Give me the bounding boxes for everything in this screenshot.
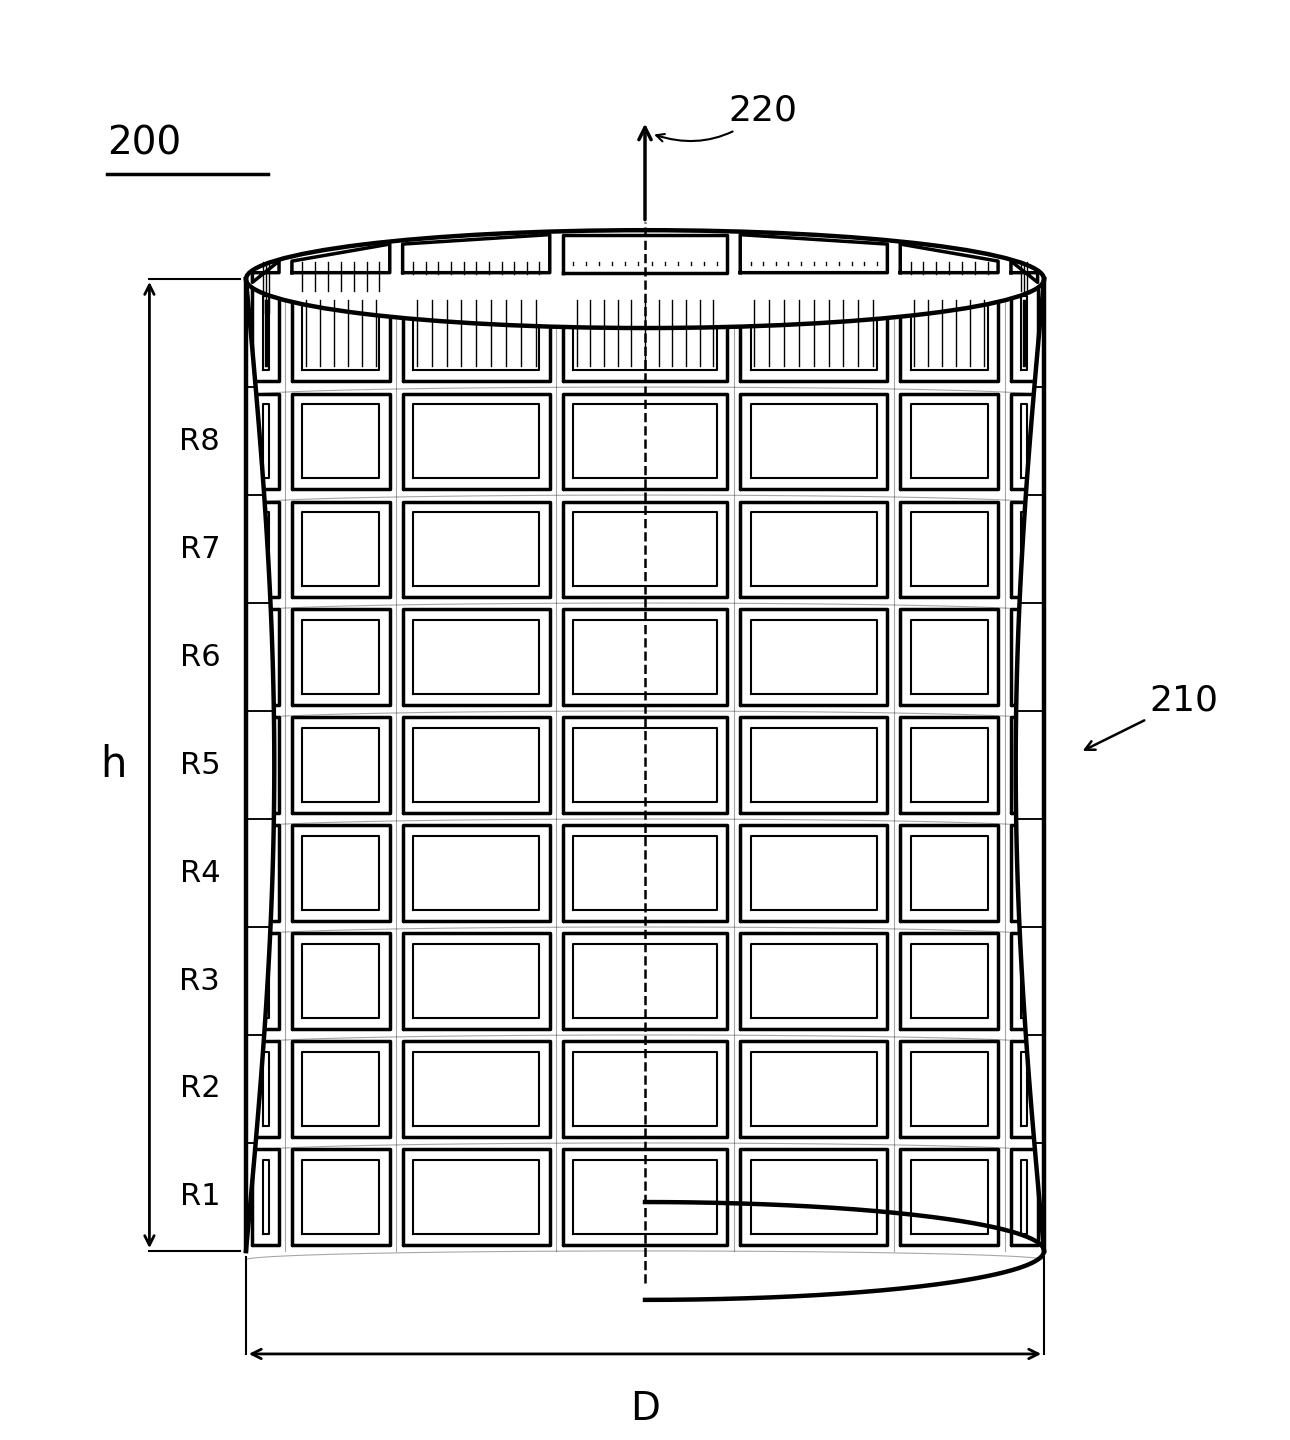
Polygon shape bbox=[562, 501, 728, 596]
Polygon shape bbox=[402, 393, 550, 488]
Polygon shape bbox=[402, 825, 550, 920]
Polygon shape bbox=[1011, 285, 1037, 380]
Polygon shape bbox=[253, 501, 279, 596]
Polygon shape bbox=[1011, 933, 1037, 1028]
Polygon shape bbox=[402, 235, 550, 272]
Polygon shape bbox=[900, 609, 998, 704]
Polygon shape bbox=[253, 609, 279, 704]
Text: D: D bbox=[630, 1390, 660, 1428]
Polygon shape bbox=[562, 393, 728, 488]
Polygon shape bbox=[253, 1041, 279, 1136]
Polygon shape bbox=[562, 825, 728, 920]
Polygon shape bbox=[900, 393, 998, 488]
Polygon shape bbox=[740, 393, 888, 488]
Polygon shape bbox=[292, 285, 390, 380]
Polygon shape bbox=[900, 1149, 998, 1244]
Polygon shape bbox=[740, 1041, 888, 1136]
Polygon shape bbox=[900, 501, 998, 596]
Polygon shape bbox=[253, 1149, 279, 1244]
Polygon shape bbox=[562, 285, 728, 380]
Polygon shape bbox=[253, 825, 279, 920]
Polygon shape bbox=[740, 825, 888, 920]
Polygon shape bbox=[292, 1041, 390, 1136]
Polygon shape bbox=[1011, 717, 1037, 812]
Text: R8: R8 bbox=[179, 426, 221, 455]
Polygon shape bbox=[900, 825, 998, 920]
Polygon shape bbox=[740, 235, 888, 272]
Polygon shape bbox=[402, 501, 550, 596]
Polygon shape bbox=[900, 245, 998, 272]
Polygon shape bbox=[1011, 261, 1037, 282]
Polygon shape bbox=[292, 501, 390, 596]
Polygon shape bbox=[402, 1149, 550, 1244]
Polygon shape bbox=[562, 1149, 728, 1244]
Text: R2: R2 bbox=[179, 1074, 221, 1103]
Polygon shape bbox=[292, 933, 390, 1028]
Polygon shape bbox=[292, 245, 390, 272]
Polygon shape bbox=[253, 717, 279, 812]
Text: R5: R5 bbox=[179, 750, 221, 779]
Text: R3: R3 bbox=[179, 966, 221, 995]
Polygon shape bbox=[253, 933, 279, 1028]
Polygon shape bbox=[900, 285, 998, 380]
Polygon shape bbox=[292, 825, 390, 920]
Polygon shape bbox=[402, 1041, 550, 1136]
Polygon shape bbox=[740, 609, 888, 704]
Polygon shape bbox=[740, 933, 888, 1028]
Polygon shape bbox=[1011, 501, 1037, 596]
Polygon shape bbox=[900, 1041, 998, 1136]
Text: R7: R7 bbox=[179, 534, 221, 563]
Polygon shape bbox=[292, 717, 390, 812]
Polygon shape bbox=[740, 1149, 888, 1244]
Text: 200: 200 bbox=[107, 125, 181, 163]
Text: R4: R4 bbox=[179, 858, 221, 887]
Polygon shape bbox=[562, 933, 728, 1028]
Polygon shape bbox=[402, 285, 550, 380]
Polygon shape bbox=[402, 933, 550, 1028]
Polygon shape bbox=[1011, 393, 1037, 488]
Polygon shape bbox=[1011, 609, 1037, 704]
Polygon shape bbox=[900, 933, 998, 1028]
Text: R1: R1 bbox=[179, 1182, 221, 1211]
Polygon shape bbox=[292, 393, 390, 488]
Text: R6: R6 bbox=[179, 642, 221, 671]
Polygon shape bbox=[253, 393, 279, 488]
Text: 210: 210 bbox=[1085, 684, 1219, 750]
Polygon shape bbox=[292, 609, 390, 704]
Polygon shape bbox=[402, 717, 550, 812]
Polygon shape bbox=[253, 261, 279, 282]
Polygon shape bbox=[1011, 1041, 1037, 1136]
Polygon shape bbox=[402, 609, 550, 704]
Text: h: h bbox=[99, 744, 126, 786]
Polygon shape bbox=[740, 501, 888, 596]
Polygon shape bbox=[1011, 825, 1037, 920]
Polygon shape bbox=[562, 235, 728, 272]
Polygon shape bbox=[562, 717, 728, 812]
Polygon shape bbox=[562, 1041, 728, 1136]
Polygon shape bbox=[740, 285, 888, 380]
Ellipse shape bbox=[246, 230, 1044, 328]
Polygon shape bbox=[1011, 1149, 1037, 1244]
Polygon shape bbox=[740, 717, 888, 812]
Text: 220: 220 bbox=[657, 94, 797, 141]
Polygon shape bbox=[292, 1149, 390, 1244]
Polygon shape bbox=[562, 609, 728, 704]
Polygon shape bbox=[900, 717, 998, 812]
Polygon shape bbox=[253, 285, 279, 380]
